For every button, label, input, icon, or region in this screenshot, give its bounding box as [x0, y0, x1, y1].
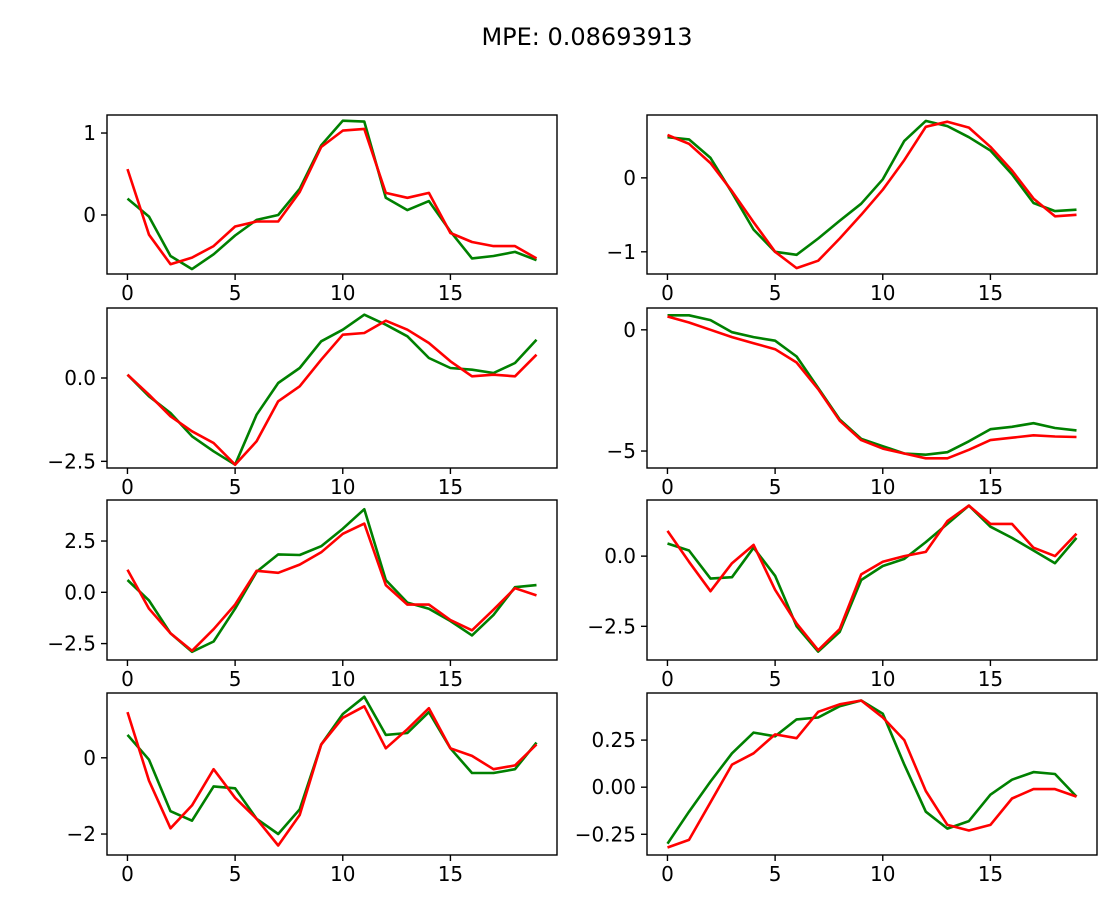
- x-tick-label: 15: [978, 281, 1003, 305]
- x-tick-label: 10: [330, 862, 355, 886]
- subplot-2: 0 5 10 15 −1 0: [607, 114, 1098, 305]
- axes-frame: [106, 692, 558, 856]
- x-tick-label: 10: [870, 281, 895, 305]
- series-line-green: [126, 313, 538, 467]
- series-line-red: [667, 120, 1077, 270]
- series-line-red: [126, 127, 538, 266]
- y-tick-label: 2.5: [64, 529, 96, 553]
- y-tick-label: 0.00: [591, 775, 636, 799]
- y-tick-label: −2: [67, 822, 96, 846]
- x-tick-label: 5: [229, 281, 242, 305]
- axes-frame: [106, 499, 558, 661]
- x-tick-label: 0: [121, 862, 134, 886]
- x-tick-label: 5: [769, 475, 782, 499]
- y-tick-label: 1: [83, 121, 96, 145]
- series-line-green: [667, 119, 1077, 257]
- y-tick-label: 0.0: [64, 366, 96, 390]
- subplot-8: 0 5 10 15 −0.25 0.00 0.25: [575, 692, 1098, 886]
- y-tick-label: 0: [623, 318, 636, 342]
- x-tick-label: 5: [229, 667, 242, 691]
- subplot-3: 0 5 10 15 −2.5 0.0: [47, 307, 558, 499]
- y-tick-label: 0: [83, 203, 96, 227]
- x-tick-label: 0: [661, 475, 674, 499]
- series-line-green: [667, 313, 1077, 457]
- axes-frame: [646, 692, 1098, 856]
- figure-title: MPE: 0.08693913: [481, 23, 692, 51]
- x-tick-label: 0: [121, 281, 134, 305]
- x-tick-label: 10: [870, 862, 895, 886]
- subplot-6: 0 5 10 15 −2.5 0.0: [587, 499, 1098, 691]
- series-line-green: [126, 507, 537, 654]
- x-tick-label: 5: [769, 862, 782, 886]
- x-tick-label: 15: [438, 475, 463, 499]
- x-tick-label: 0: [661, 281, 674, 305]
- series-line-red: [126, 319, 538, 467]
- y-tick-label: 0.0: [64, 580, 96, 604]
- subplot-1: 0 5 10 15 0 1: [83, 114, 558, 305]
- y-tick-label: 0.0: [604, 544, 636, 568]
- x-tick-label: 5: [769, 281, 782, 305]
- x-tick-label: 15: [438, 667, 463, 691]
- series-line-red: [667, 699, 1077, 849]
- series-line-red: [126, 522, 537, 653]
- y-tick-label: −0.25: [575, 822, 636, 846]
- axes-frame: [646, 114, 1098, 275]
- y-tick-label: −2.5: [47, 632, 96, 656]
- x-tick-label: 10: [870, 475, 895, 499]
- x-tick-label: 5: [229, 475, 242, 499]
- series-line-green: [667, 504, 1078, 653]
- y-tick-label: −2.5: [47, 449, 96, 473]
- y-tick-label: −1: [607, 240, 636, 264]
- subplot-5: 0 5 10 15 −2.5 0.0 2.5: [47, 499, 558, 691]
- series-line-red: [126, 704, 538, 847]
- axes-frame: [646, 307, 1098, 469]
- x-tick-label: 5: [229, 862, 242, 886]
- subplot-7: 0 5 10 15 −2 0: [67, 692, 558, 886]
- x-tick-label: 0: [661, 667, 674, 691]
- y-tick-label: 0.25: [591, 728, 636, 752]
- x-tick-label: 10: [330, 281, 355, 305]
- subplot-4: 0 5 10 15 −5 0: [607, 307, 1098, 499]
- x-tick-label: 15: [978, 475, 1003, 499]
- x-tick-label: 10: [330, 475, 355, 499]
- series-line-red: [666, 504, 1078, 652]
- series-line-green: [666, 699, 1078, 845]
- series-line-green: [126, 119, 537, 271]
- axes-frame: [646, 499, 1098, 661]
- x-tick-label: 0: [121, 667, 134, 691]
- axes-frame: [106, 307, 558, 469]
- x-tick-label: 10: [330, 667, 355, 691]
- x-tick-label: 15: [438, 281, 463, 305]
- axes-frame: [106, 114, 558, 275]
- x-tick-label: 0: [661, 862, 674, 886]
- y-tick-label: −5: [607, 439, 636, 463]
- x-tick-label: 15: [978, 862, 1003, 886]
- x-tick-label: 0: [121, 475, 134, 499]
- series-line-red: [667, 315, 1077, 460]
- x-tick-label: 15: [438, 862, 463, 886]
- y-tick-label: 0: [623, 166, 636, 190]
- x-tick-label: 10: [870, 667, 895, 691]
- x-tick-label: 5: [769, 667, 782, 691]
- y-tick-label: −2.5: [587, 614, 636, 638]
- y-tick-label: 0: [83, 746, 96, 770]
- x-tick-label: 15: [978, 667, 1003, 691]
